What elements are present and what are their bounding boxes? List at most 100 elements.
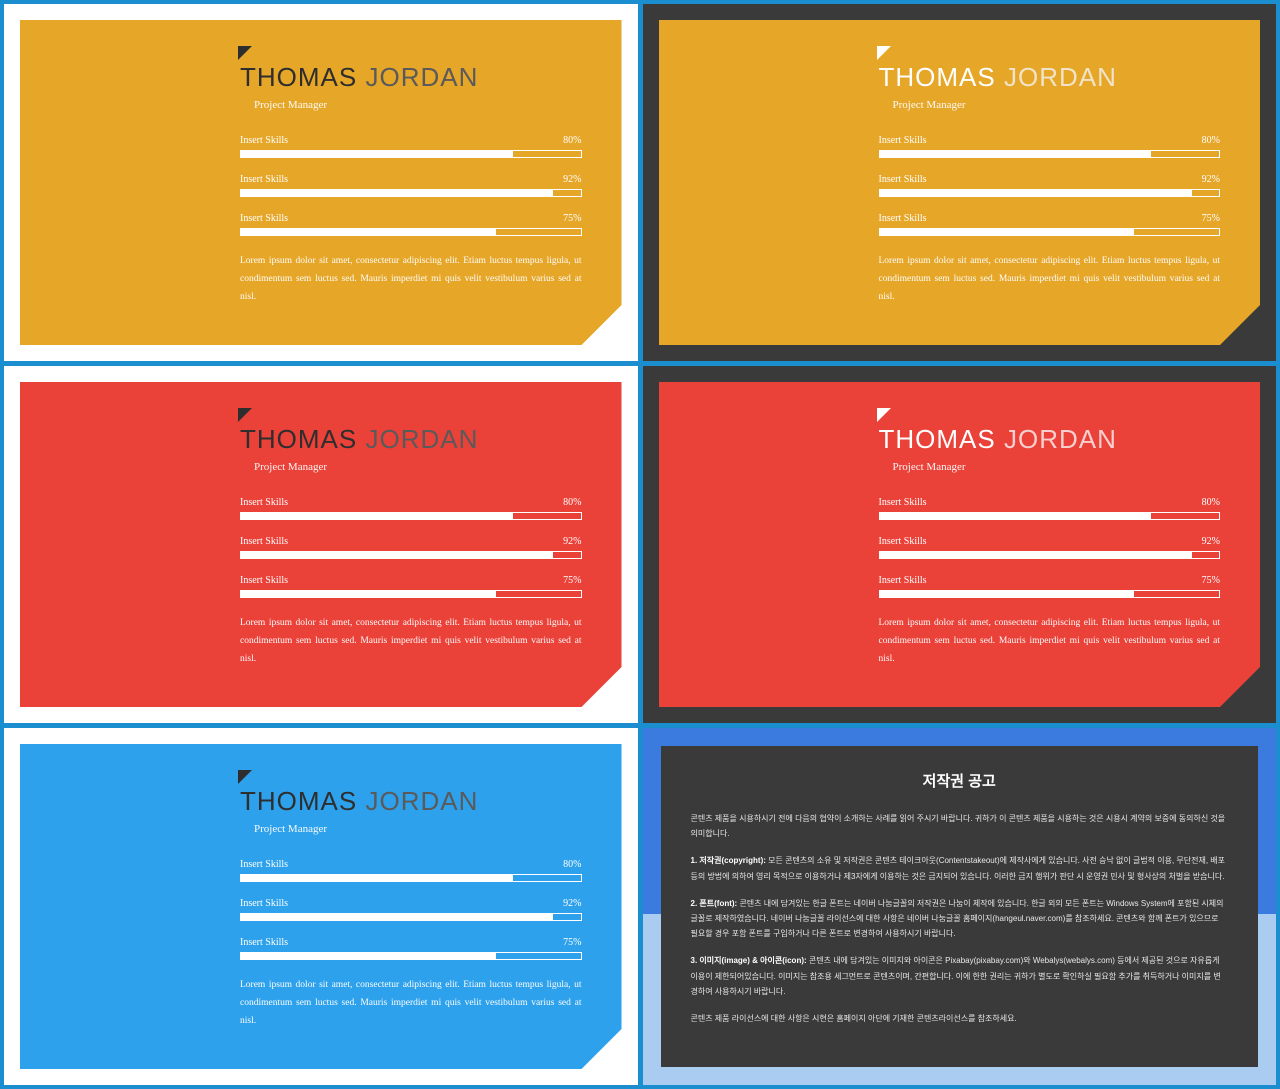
skill-bar: [240, 590, 582, 598]
skills-block: Insert Skills 80% Insert Skills92% Insert…: [240, 859, 582, 960]
copyright-title: 저작권 공고: [691, 770, 1229, 791]
profile-subtitle: Project Manager: [254, 823, 582, 835]
copyright-intro: 콘텐츠 제품을 시용하시기 전에 다음의 협약이 소개하는 사례를 읽어 주시기…: [691, 811, 1229, 841]
skill-bar-fill: [880, 552, 1192, 558]
skills-block: Insert Skills80% Insert Skills 92% Insert…: [879, 135, 1221, 236]
skill-row: Insert Skills80%: [879, 135, 1221, 158]
skill-label: Insert Skills: [879, 174, 927, 185]
skill-bar: [879, 228, 1221, 236]
copyright-1-text: 모든 콘텐츠의 소유 및 저작권은 콘텐츠 테이크아웃(Contentstake…: [691, 856, 1226, 880]
skill-bar-fill: [880, 229, 1135, 235]
slide-1: THOMAS JORDAN Project Manager Insert Ski…: [4, 4, 638, 361]
copyright-section-3: 3. 이미지(image) & 아이콘(icon): 콘텐츠 내에 담겨있는 이…: [691, 953, 1229, 999]
skill-label: Insert Skills: [879, 536, 927, 547]
skill-pct: 75%: [563, 575, 581, 586]
skill-row: Insert Skills 92%: [879, 174, 1221, 197]
skill-pct: 75%: [1202, 575, 1220, 586]
skill-bar-fill: [241, 875, 513, 881]
profile-subtitle: Project Manager: [254, 99, 582, 111]
skill-row: Insert Skills 75%: [240, 213, 582, 236]
corner-triangle: [877, 408, 891, 422]
skill-bar: [240, 952, 582, 960]
skill-label: Insert Skills: [240, 536, 288, 547]
skill-bar: [879, 150, 1221, 158]
profile-subtitle: Project Manager: [254, 461, 582, 473]
slide-4: THOMAS JORDAN Project Manager Insert Ski…: [643, 366, 1277, 723]
corner-triangle: [238, 46, 252, 60]
skill-row: Insert Skills 92%: [240, 536, 582, 559]
skill-bar: [879, 590, 1221, 598]
copyright-3-label: 3. 이미지(image) & 아이콘(icon):: [691, 956, 807, 965]
skill-pct: 92%: [563, 536, 581, 547]
copyright-card: 저작권 공고 콘텐츠 제품을 시용하시기 전에 다음의 협약이 소개하는 사례를…: [661, 746, 1259, 1067]
skill-pct: 80%: [1202, 497, 1220, 508]
skill-row: Insert Skills75%: [879, 213, 1221, 236]
profile-body: Lorem ipsum dolor sit amet, consectetur …: [879, 614, 1221, 668]
skill-pct: 75%: [563, 213, 581, 224]
skill-bar: [879, 551, 1221, 559]
skill-bar-fill: [241, 953, 496, 959]
skill-pct: 75%: [563, 937, 581, 948]
profile-name: THOMAS JORDAN: [879, 424, 1221, 455]
skill-row: Insert Skills92%: [240, 174, 582, 197]
skill-row: Insert Skills92%: [240, 898, 582, 921]
copyright-2-text: 콘텐츠 내에 담겨있는 한글 폰트는 네이버 나눔글꼴의 저작권은 나눔이 제작…: [691, 899, 1224, 938]
profile-subtitle: Project Manager: [893, 461, 1221, 473]
last-name: JORDAN: [365, 786, 478, 816]
first-name: THOMAS: [879, 424, 996, 454]
skill-bar-fill: [241, 591, 496, 597]
skill-label: Insert Skills: [240, 859, 288, 870]
copyright-1-label: 1. 저작권(copyright):: [691, 856, 766, 865]
skill-bar: [879, 512, 1221, 520]
corner-triangle: [238, 770, 252, 784]
skill-bar-fill: [241, 914, 553, 920]
slide-5: THOMAS JORDAN Project Manager Insert Ski…: [4, 728, 638, 1085]
profile-body: Lorem ipsum dolor sit amet, consectetur …: [240, 252, 582, 306]
profile-name: THOMAS JORDAN: [240, 786, 582, 817]
skill-label: Insert Skills: [879, 575, 927, 586]
skill-label: Insert Skills: [879, 135, 927, 146]
skills-block: Insert Skills80% Insert Skills92% Insert…: [879, 497, 1221, 598]
skill-row: Insert Skills 80%: [240, 859, 582, 882]
skill-bar: [240, 228, 582, 236]
profile-body: Lorem ipsum dolor sit amet, consectetur …: [240, 614, 582, 668]
skill-bar-fill: [880, 151, 1152, 157]
first-name: THOMAS: [240, 424, 357, 454]
skill-bar-fill: [241, 513, 513, 519]
copyright-section-1: 1. 저작권(copyright): 모든 콘텐츠의 소유 및 저작권은 콘텐츠…: [691, 853, 1229, 883]
skill-row: Insert Skills80%: [240, 135, 582, 158]
skill-bar: [240, 874, 582, 882]
skill-row: Insert Skills80%: [879, 497, 1221, 520]
slide-3: THOMAS JORDAN Project Manager Insert Ski…: [4, 366, 638, 723]
last-name: JORDAN: [1004, 62, 1117, 92]
last-name: JORDAN: [365, 424, 478, 454]
skill-row: Insert Skills80%: [240, 497, 582, 520]
skill-bar-fill: [241, 229, 496, 235]
skill-pct: 80%: [563, 859, 581, 870]
skill-label: Insert Skills: [240, 213, 288, 224]
skills-block: Insert Skills80% Insert Skills92% Insert…: [240, 135, 582, 236]
copyright-2-label: 2. 폰트(font):: [691, 899, 738, 908]
last-name: JORDAN: [365, 62, 478, 92]
profile-card: THOMAS JORDAN Project Manager Insert Ski…: [659, 20, 1261, 345]
profile-name: THOMAS JORDAN: [240, 424, 582, 455]
skill-bar-fill: [880, 513, 1152, 519]
skill-pct: 92%: [1202, 536, 1220, 547]
profile-name: THOMAS JORDAN: [240, 62, 582, 93]
skill-row: Insert Skills 75%: [240, 575, 582, 598]
skill-label: Insert Skills: [240, 575, 288, 586]
skill-bar: [240, 551, 582, 559]
skill-pct: 80%: [563, 497, 581, 508]
skill-bar: [240, 913, 582, 921]
skill-pct: 92%: [1202, 174, 1220, 185]
copyright-footer: 콘텐츠 제품 라이선스에 대한 사항은 시현은 홈페이지 아단에 기재한 콘텐츠…: [691, 1011, 1229, 1026]
skill-pct: 80%: [563, 135, 581, 146]
skill-bar-fill: [880, 190, 1192, 196]
skills-block: Insert Skills80% Insert Skills92% Insert…: [240, 497, 582, 598]
skill-label: Insert Skills: [240, 174, 288, 185]
profile-body: Lorem ipsum dolor sit amet, consectetur …: [240, 976, 582, 1030]
corner-triangle: [238, 408, 252, 422]
skill-pct: 75%: [1202, 213, 1220, 224]
skill-row: Insert Skills 92%: [879, 536, 1221, 559]
skill-bar-fill: [241, 190, 553, 196]
